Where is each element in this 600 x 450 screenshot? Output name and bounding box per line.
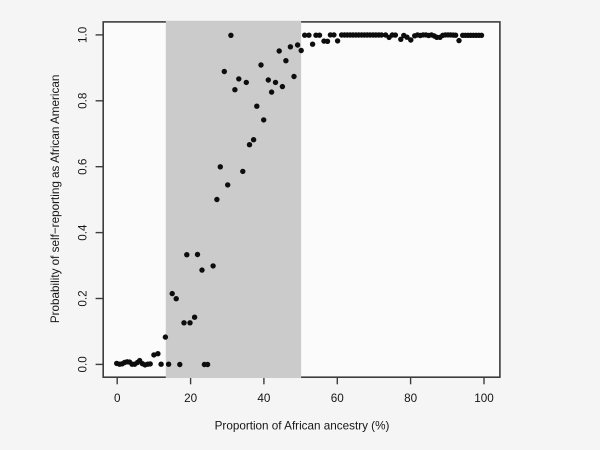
svg-text:60: 60 bbox=[331, 392, 345, 405]
svg-text:0.0: 0.0 bbox=[76, 356, 89, 373]
svg-text:0.6: 0.6 bbox=[76, 159, 89, 175]
svg-text:Proportion of African ancestry: Proportion of African ancestry (%) bbox=[215, 420, 390, 433]
svg-text:1.0: 1.0 bbox=[76, 26, 89, 43]
svg-text:80: 80 bbox=[404, 392, 418, 405]
svg-text:0.4: 0.4 bbox=[76, 224, 89, 241]
svg-text:0.2: 0.2 bbox=[76, 290, 89, 306]
svg-text:100: 100 bbox=[474, 392, 494, 405]
svg-text:0: 0 bbox=[114, 392, 121, 405]
svg-text:0.8: 0.8 bbox=[76, 93, 89, 109]
svg-text:40: 40 bbox=[257, 392, 271, 405]
svg-text:20: 20 bbox=[184, 392, 198, 405]
svg-text:Probability of self−reporting: Probability of self−reporting as African… bbox=[49, 75, 62, 323]
